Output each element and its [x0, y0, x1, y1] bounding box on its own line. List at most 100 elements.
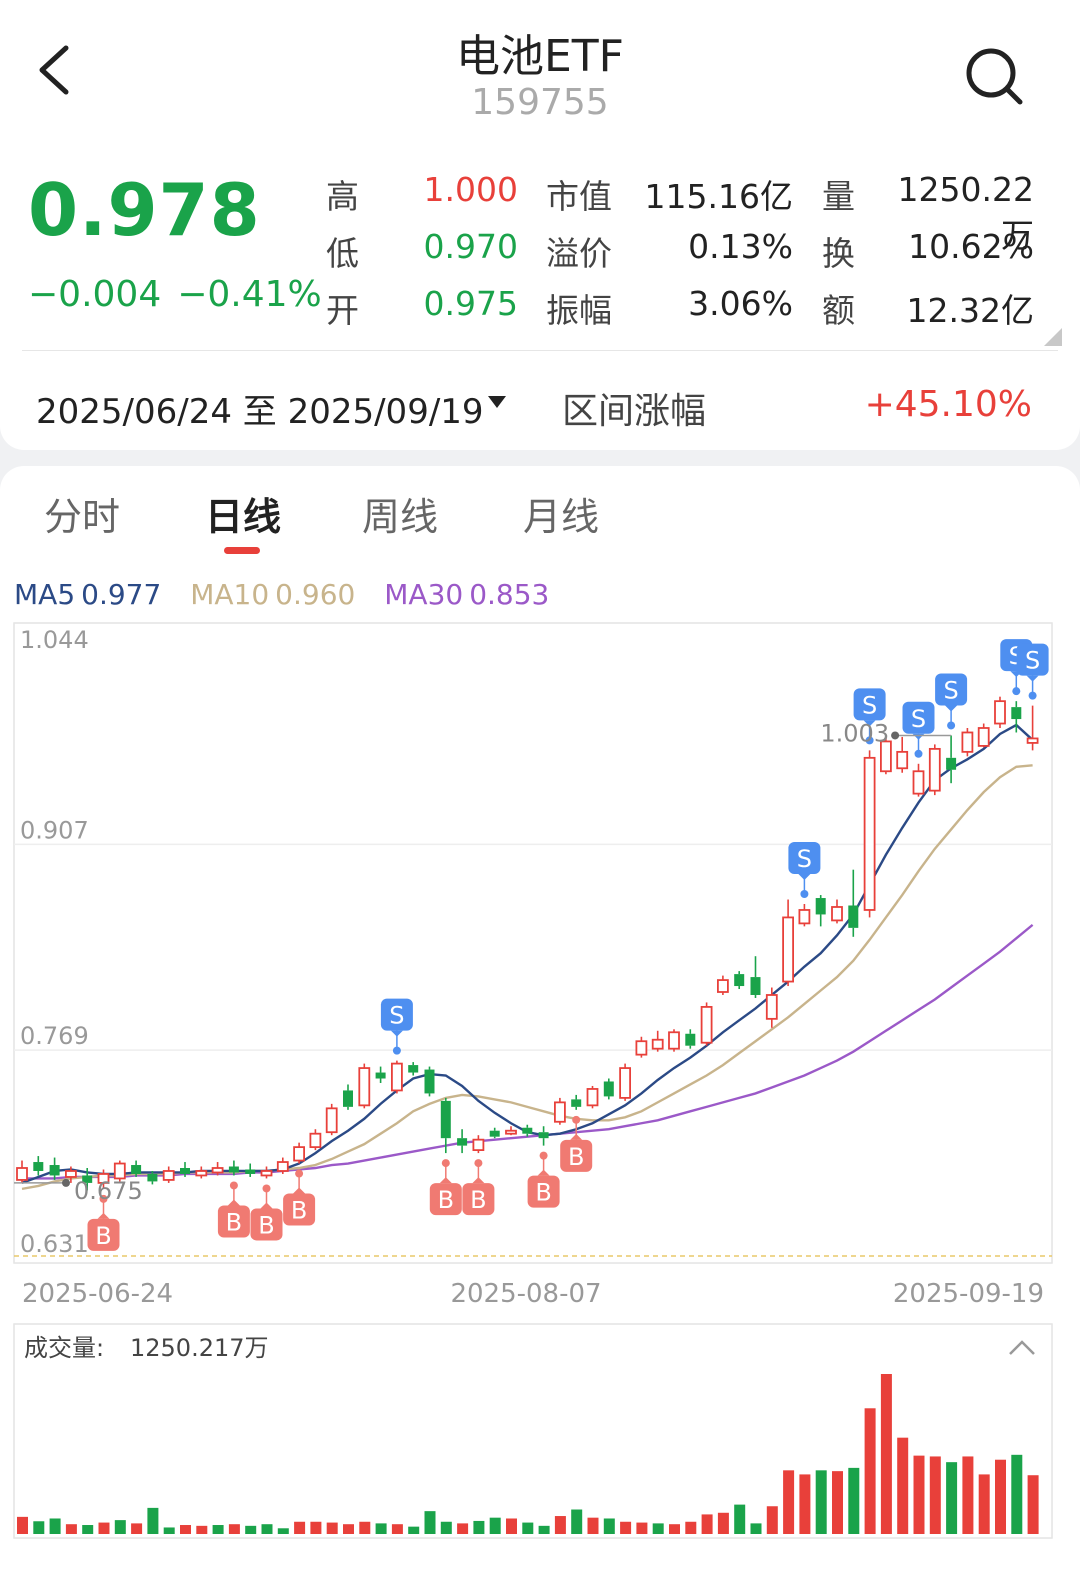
volume-bar [603, 1518, 615, 1534]
tab-monthly[interactable]: 月线 [523, 495, 600, 539]
expand-corner-icon[interactable] [1044, 328, 1062, 346]
signal-letter: B [568, 1143, 584, 1171]
sell-signal-marker[interactable]: S [902, 701, 935, 758]
collapse-chevron-up-icon[interactable] [1009, 1340, 1035, 1355]
candle [863, 750, 876, 918]
volume-bar [652, 1523, 664, 1534]
candle [554, 1097, 566, 1125]
candle [375, 1066, 386, 1083]
volume-bar [864, 1408, 876, 1534]
sell-signal-marker[interactable]: S [1016, 643, 1049, 700]
volume-bar [17, 1516, 28, 1534]
ma5-value: 0.977 [81, 578, 162, 611]
candle [685, 1029, 696, 1049]
signal-letter: S [862, 691, 877, 719]
stat-label-high: 高 [326, 177, 359, 216]
volume-bar [277, 1528, 289, 1534]
candle [586, 1085, 599, 1109]
interval-change-label: 区间涨幅 [562, 391, 707, 432]
x-axis-date-label: 2025-08-07 [450, 1279, 601, 1309]
stat-value-premium: 0.13% [688, 227, 793, 266]
volume-bar [310, 1521, 322, 1534]
ma30-value: 0.853 [469, 578, 550, 611]
volume-bar [473, 1520, 485, 1534]
volume-label: 成交量: [24, 1334, 104, 1362]
low-annotation: 0.675 [74, 1177, 143, 1205]
change-percent: −0.41% [177, 274, 322, 315]
y-tick-label: 1.044 [20, 626, 89, 654]
volume-bar [897, 1437, 909, 1534]
candle [97, 1169, 110, 1189]
volume-bar [1011, 1454, 1023, 1534]
y-tick-label: 0.769 [20, 1022, 89, 1050]
volume-bar [815, 1470, 827, 1534]
buy-signal-marker[interactable]: B [250, 1184, 283, 1241]
signal-letter: B [470, 1186, 486, 1214]
sell-signal-marker[interactable]: S [380, 998, 413, 1055]
divider [22, 350, 1058, 351]
volume-bar [538, 1525, 550, 1534]
volume-bar [995, 1459, 1006, 1534]
signal-letter: B [258, 1211, 274, 1239]
buy-signal-marker[interactable]: B [527, 1151, 560, 1208]
volume-bar [799, 1474, 811, 1534]
candle [343, 1084, 353, 1110]
stat-value-amount: 12.32亿 [906, 291, 1034, 330]
tab-intraday[interactable]: 分时 [44, 495, 121, 539]
sell-signal-marker[interactable]: S [935, 673, 968, 730]
volume-bar [359, 1521, 371, 1534]
caret-down-icon[interactable] [488, 396, 506, 408]
volume-bar [913, 1455, 925, 1534]
tab-weekly[interactable]: 周线 [362, 495, 439, 539]
volume-bar [636, 1522, 648, 1534]
candle [131, 1160, 142, 1177]
tab-daily[interactable]: 日线 [205, 495, 282, 539]
candle [260, 1166, 273, 1179]
volume-bar [180, 1525, 191, 1534]
ma-legend: MA5 0.977 MA10 0.960 MA30 0.853 [14, 578, 569, 611]
candle [211, 1162, 224, 1176]
volume-bar [131, 1523, 143, 1534]
volume-bar [750, 1523, 762, 1534]
stat-value-high: 1.000 [423, 170, 518, 209]
candle [408, 1062, 419, 1076]
candle [977, 723, 990, 748]
stat-label-amount: 额 [822, 291, 855, 330]
volume-bar [848, 1467, 860, 1534]
signal-letter: S [389, 1002, 404, 1030]
candle [912, 763, 925, 797]
candle [961, 728, 974, 757]
buy-signal-marker[interactable]: B [462, 1159, 495, 1216]
buy-signal-marker[interactable]: B [429, 1159, 462, 1216]
candle [293, 1142, 306, 1164]
volume-bar [832, 1471, 843, 1534]
sell-signal-marker[interactable]: S [788, 842, 821, 898]
candle [228, 1160, 239, 1176]
candle [538, 1126, 549, 1146]
search-button[interactable] [962, 44, 1026, 108]
volume-bar [196, 1525, 208, 1534]
back-button[interactable] [28, 40, 88, 100]
buy-signal-marker[interactable]: B [87, 1194, 120, 1251]
ma10-label: MA10 [190, 578, 270, 611]
volume-bar [701, 1514, 713, 1534]
candle [782, 899, 794, 987]
buy-signal-marker[interactable]: B [283, 1169, 316, 1226]
security-code: 159755 [471, 82, 609, 123]
buy-signal-marker[interactable]: B [217, 1181, 250, 1238]
volume-bar [1027, 1475, 1039, 1534]
volume-chart[interactable]: 成交量: 1250.217万 [0, 1322, 1080, 1552]
date-range-selector[interactable]: 2025/06/24 至 2025/09/19 [36, 392, 484, 432]
interval-change-value: +45.10% [864, 384, 1032, 425]
stat-label-amplitude: 振幅 [546, 291, 612, 330]
x-axis-date-label: 2025-06-24 [22, 1279, 173, 1309]
candle [49, 1157, 60, 1180]
sell-signal-marker[interactable]: S [853, 688, 886, 745]
volume-bar [440, 1521, 452, 1534]
ma5-legend: MA5 0.977 [14, 578, 171, 611]
stat-value-market-cap: 115.16亿 [644, 177, 793, 216]
candle [750, 956, 761, 998]
buy-signal-marker[interactable]: B [560, 1115, 593, 1172]
candle [522, 1124, 533, 1137]
